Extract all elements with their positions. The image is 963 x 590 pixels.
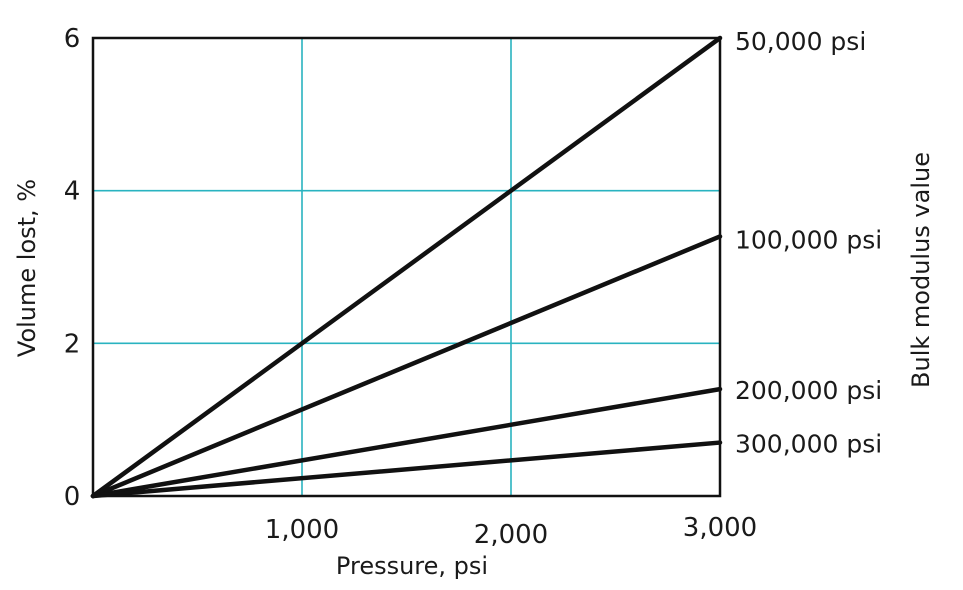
y-tick-label: 4	[64, 177, 81, 207]
y-tick-labels: 0 2 4 6	[64, 24, 81, 512]
right-axis-label: Bulk modulus value	[907, 152, 935, 388]
y-axis-label: Volume lost, %	[13, 179, 41, 357]
series-label: 200,000 psi	[735, 376, 882, 405]
series-label: 100,000 psi	[735, 225, 882, 254]
series-line	[90, 386, 723, 499]
series-line	[90, 35, 723, 499]
series-labels: 50,000 psi 100,000 psi 200,000 psi 300,000 …	[735, 27, 882, 459]
series-line	[90, 440, 723, 499]
x-tick-labels: 1,000 2,000 3,000	[265, 513, 757, 550]
x-tick-label: 2,000	[474, 520, 548, 550]
series-label: 300,000 psi	[735, 430, 882, 459]
grid-lines	[93, 38, 720, 496]
y-tick-label: 6	[64, 24, 81, 54]
x-tick-label: 3,000	[683, 513, 757, 543]
plot-frame	[91, 36, 722, 498]
series-line	[90, 234, 723, 499]
y-tick-label: 0	[64, 482, 81, 512]
series-label: 50,000 psi	[735, 27, 866, 56]
series-lines	[90, 35, 723, 499]
y-tick-label: 2	[64, 329, 81, 359]
x-tick-label: 1,000	[265, 515, 339, 545]
x-axis-label: Pressure, psi	[336, 552, 488, 580]
